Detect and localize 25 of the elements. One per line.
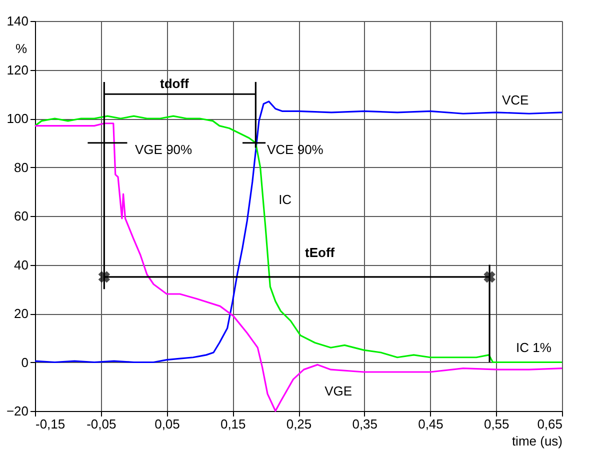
x-tick-label: 0,35 (352, 416, 378, 432)
y-tick-label: 20 (14, 306, 28, 321)
y-tick-label: 40 (14, 257, 28, 272)
x-tick-label: 0,05 (154, 416, 180, 432)
x-tick-label: 0,25 (286, 416, 312, 432)
y-axis-title: % (15, 41, 28, 56)
x-axis-title: time (us) (512, 434, 562, 448)
y-tick-label: 140 (6, 14, 28, 28)
x-tick-label: -0,05 (86, 416, 116, 432)
series-label: VGE (324, 384, 352, 399)
annotation: tEoff (305, 245, 336, 260)
y-tick-label: 120 (6, 62, 28, 78)
y-tick-label: 80 (14, 160, 28, 175)
x-tick-label: -0,15 (36, 416, 66, 432)
y-tick-label: 100 (6, 111, 28, 126)
x-tick-label: 0,15 (220, 416, 246, 432)
y-tick-label: 0 (21, 354, 28, 370)
series-label: VCE (502, 92, 530, 108)
y-tick-label: 60 (14, 208, 28, 224)
x-tick-label: 0,65 (537, 416, 562, 432)
annotation: IC 1% (516, 340, 552, 355)
series-label: IC (278, 192, 292, 208)
y-tick-label: −20 (6, 404, 28, 418)
x-tick-label: 0,55 (484, 416, 510, 432)
x-tick-label: 0,45 (418, 416, 444, 432)
